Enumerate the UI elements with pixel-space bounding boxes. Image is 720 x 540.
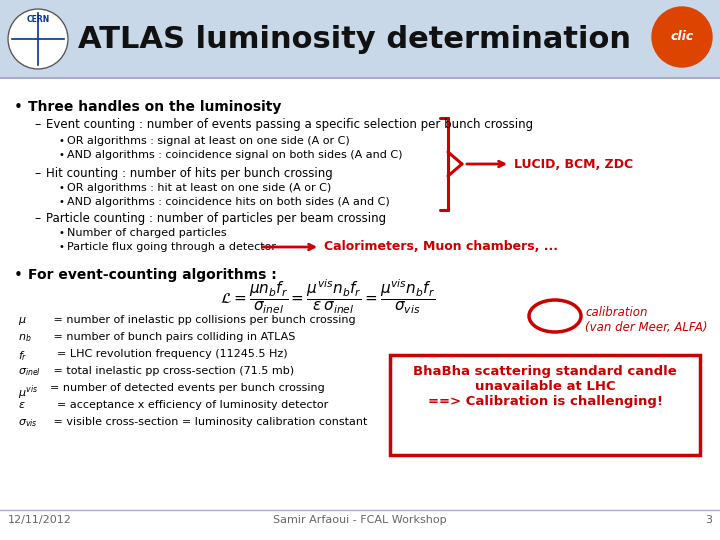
Text: •: •	[58, 228, 64, 238]
Text: = number of detected events per bunch crossing: = number of detected events per bunch cr…	[50, 383, 325, 393]
Text: Number of charged particles: Number of charged particles	[67, 228, 227, 238]
Text: Event counting : number of events passing a specific selection per bunch crossin: Event counting : number of events passin…	[46, 118, 533, 131]
Text: Hit counting : number of hits per bunch crossing: Hit counting : number of hits per bunch …	[46, 167, 333, 180]
Text: •: •	[58, 150, 64, 160]
Text: $\mu^{vis}$: $\mu^{vis}$	[18, 383, 38, 402]
Text: = number of inelastic pp collisions per bunch crossing: = number of inelastic pp collisions per …	[50, 315, 356, 325]
Text: ATLAS luminosity determination: ATLAS luminosity determination	[78, 24, 631, 53]
Text: $f_r$: $f_r$	[18, 349, 27, 363]
Text: •: •	[58, 197, 64, 207]
Text: •: •	[58, 242, 64, 252]
Text: = number of bunch pairs colliding in ATLAS: = number of bunch pairs colliding in ATL…	[50, 332, 295, 342]
Text: $\varepsilon$: $\varepsilon$	[18, 400, 26, 410]
Text: Particle flux going through a detector: Particle flux going through a detector	[67, 242, 276, 252]
Bar	[390, 355, 700, 455]
Text: •: •	[58, 136, 64, 146]
Text: For event-counting algorithms :: For event-counting algorithms :	[28, 268, 276, 282]
Text: •: •	[14, 100, 23, 115]
Text: $\mathcal{L} = \dfrac{\mu n_b f_r}{\sigma_{inel}} = \dfrac{\mu^{vis} n_b f_r}{\v: $\mathcal{L} = \dfrac{\mu n_b f_r}{\sigm…	[220, 278, 435, 316]
Circle shape	[652, 7, 712, 67]
Text: $\sigma_{vis}$: $\sigma_{vis}$	[18, 417, 37, 429]
Text: 12/11/2012: 12/11/2012	[8, 515, 72, 525]
Text: Particle counting : number of particles per beam crossing: Particle counting : number of particles …	[46, 212, 386, 225]
Text: = LHC revolution frequency (11245.5 Hz): = LHC revolution frequency (11245.5 Hz)	[50, 349, 287, 359]
Text: CERN: CERN	[27, 16, 50, 24]
Text: Samir Arfaoui - FCAL Workshop: Samir Arfaoui - FCAL Workshop	[273, 515, 447, 525]
Text: = total inelastic pp cross-section (71.5 mb): = total inelastic pp cross-section (71.5…	[50, 366, 294, 376]
Text: = visible cross-section = luminosity calibration constant: = visible cross-section = luminosity cal…	[50, 417, 367, 427]
Text: AND algorithms : coincidence signal on both sides (A and C): AND algorithms : coincidence signal on b…	[67, 150, 402, 160]
Text: clic: clic	[670, 30, 693, 44]
Bar	[0, 0, 720, 78]
Text: –: –	[34, 212, 40, 225]
Text: Three handles on the luminosity: Three handles on the luminosity	[28, 100, 282, 114]
Text: 3: 3	[705, 515, 712, 525]
Text: BhaBha scattering standard candle
unavailable at LHC
==> Calibration is challeng: BhaBha scattering standard candle unavai…	[413, 365, 677, 408]
Text: OR algorithms : hit at least on one side (A or C): OR algorithms : hit at least on one side…	[67, 183, 331, 193]
Text: •: •	[58, 183, 64, 193]
Text: $\sigma_{inel}$: $\sigma_{inel}$	[18, 366, 41, 378]
Text: LUCID, BCM, ZDC: LUCID, BCM, ZDC	[514, 158, 633, 171]
Text: Calorimeters, Muon chambers, ...: Calorimeters, Muon chambers, ...	[324, 240, 558, 253]
Text: –: –	[34, 118, 40, 131]
Text: AND algorithms : coincidence hits on both sides (A and C): AND algorithms : coincidence hits on bot…	[67, 197, 390, 207]
Text: $n_b$: $n_b$	[18, 332, 32, 344]
Text: –: –	[34, 167, 40, 180]
Text: calibration
(van der Meer, ALFA): calibration (van der Meer, ALFA)	[585, 306, 708, 334]
Text: •: •	[14, 268, 23, 283]
Text: = acceptance x efficiency of luminosity detector: = acceptance x efficiency of luminosity …	[50, 400, 328, 410]
Circle shape	[8, 9, 68, 69]
Text: OR algorithms : signal at least on one side (A or C): OR algorithms : signal at least on one s…	[67, 136, 350, 146]
Text: $\mu$: $\mu$	[18, 315, 27, 327]
